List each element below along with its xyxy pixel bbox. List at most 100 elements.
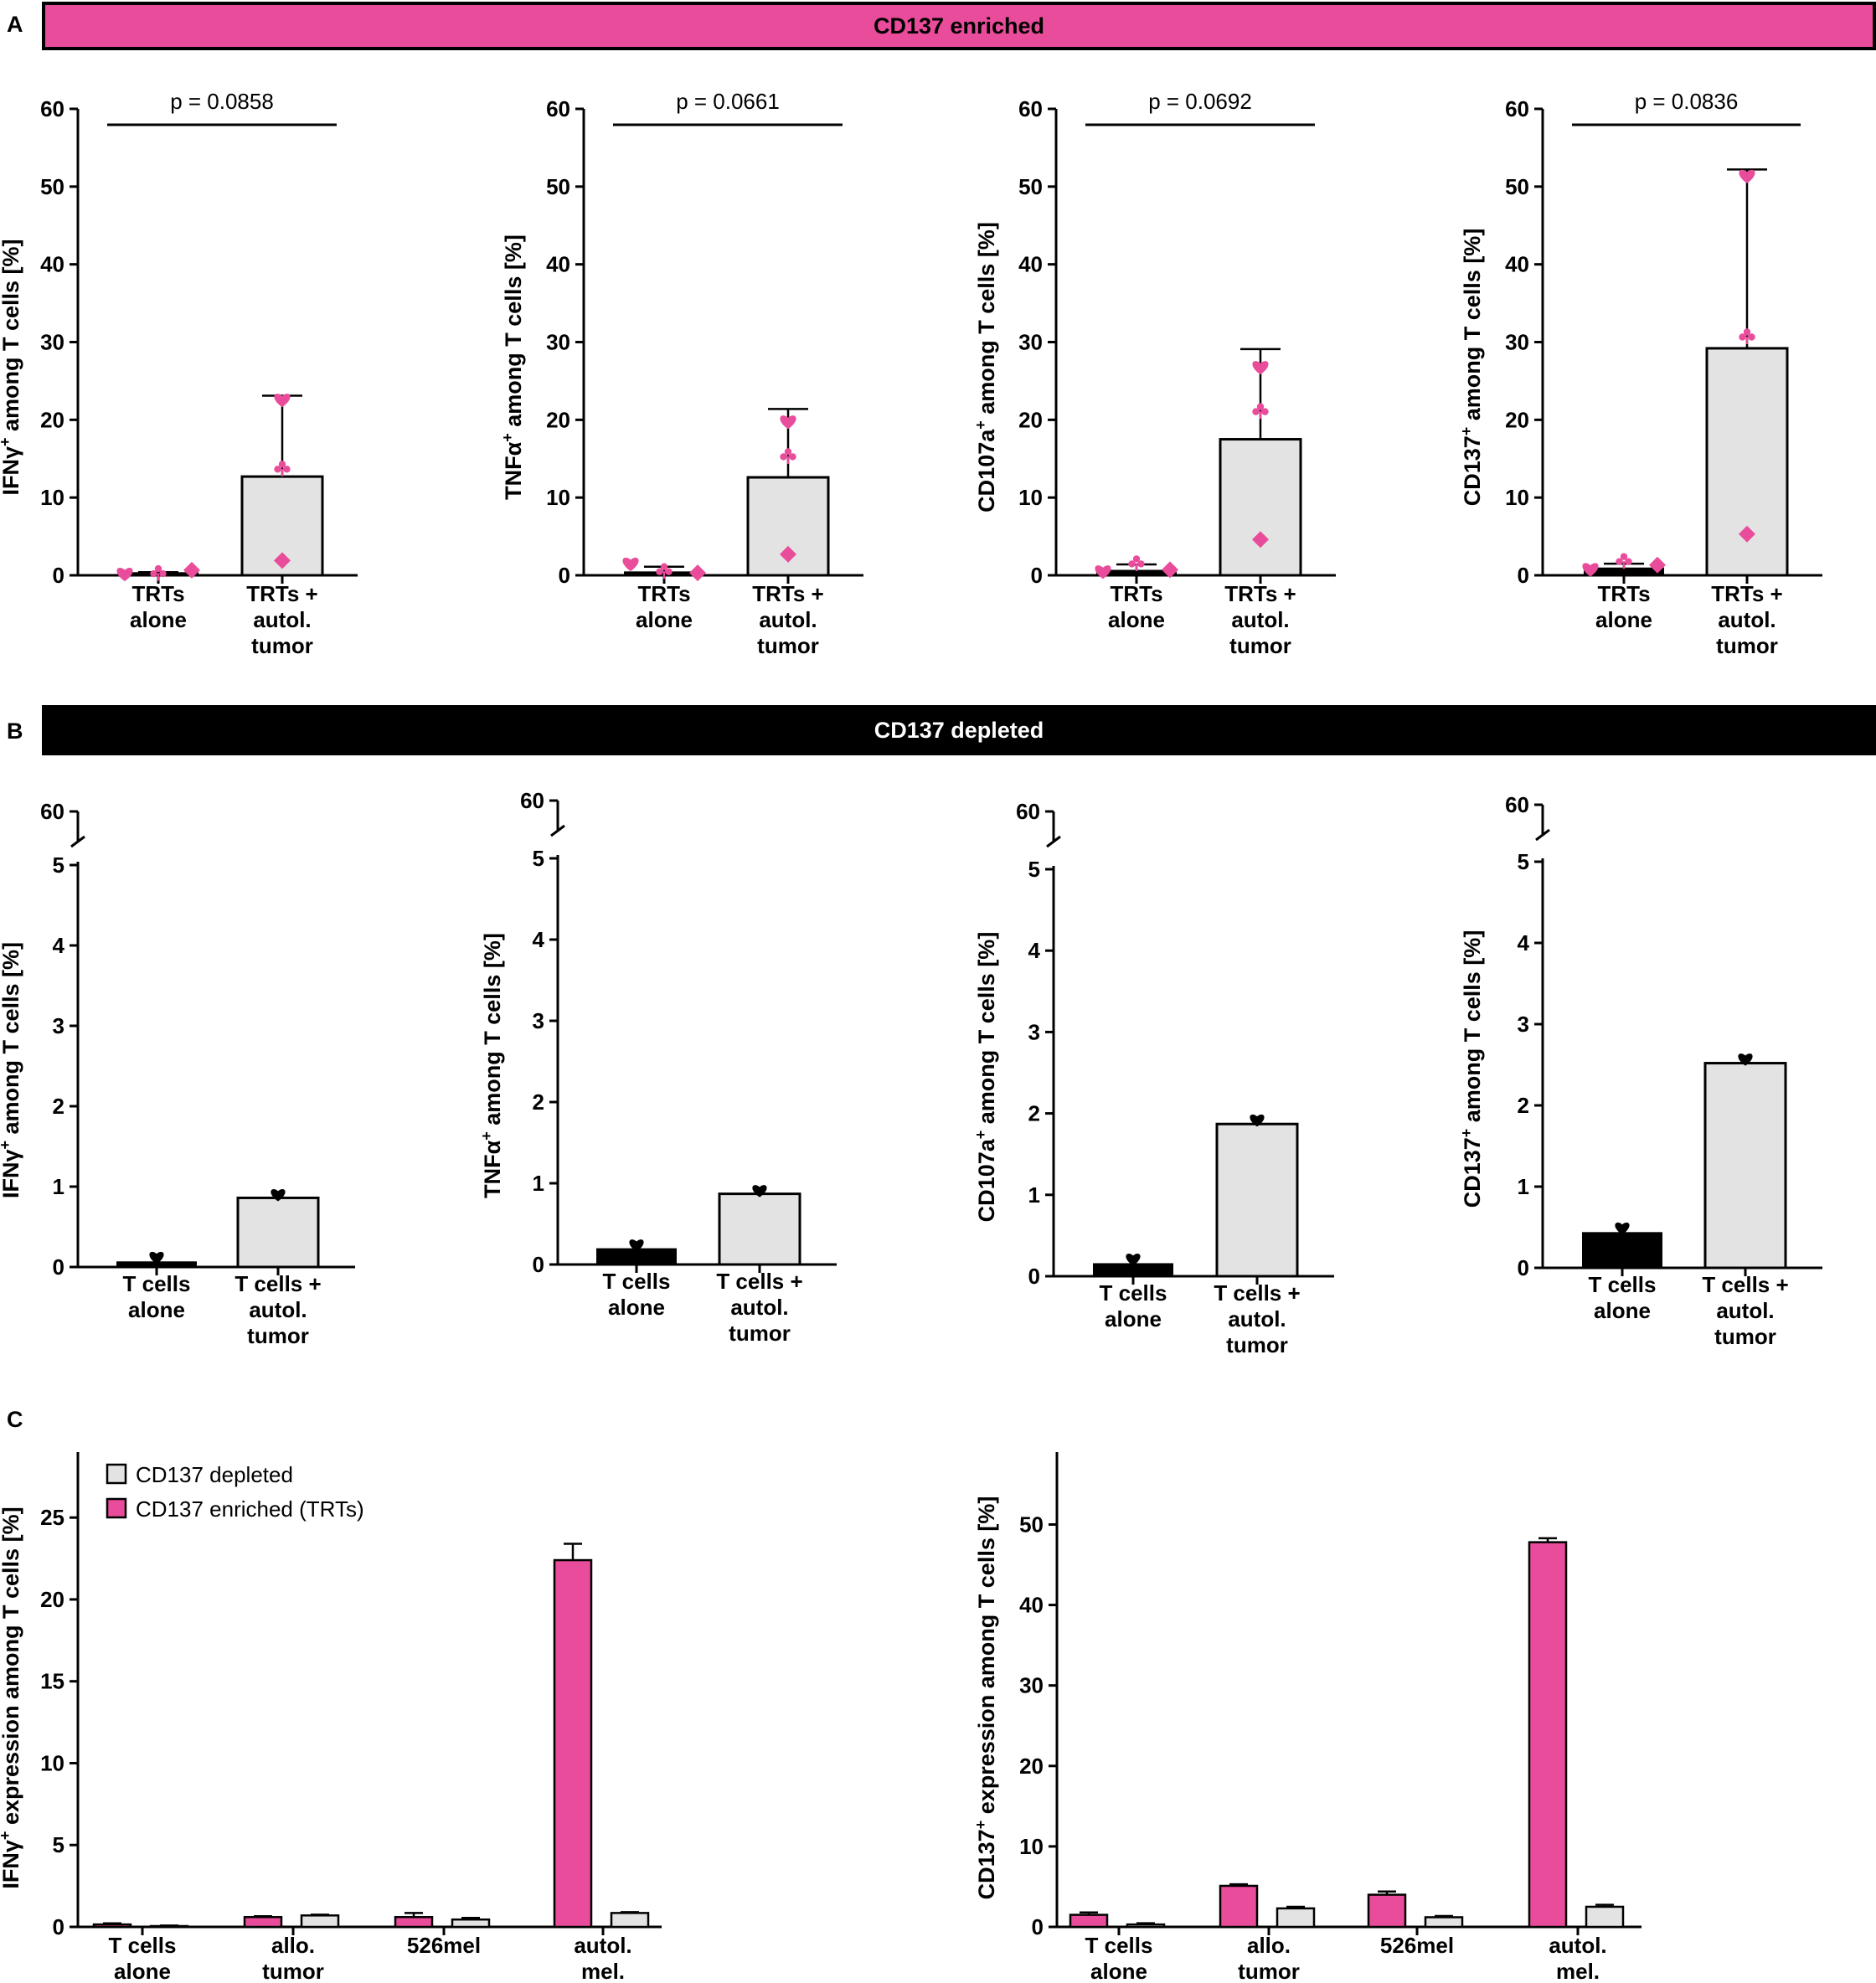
- chart-a1-point-a-0: [116, 567, 133, 582]
- chart-a2-point-a-1-lobe-left: [656, 568, 663, 575]
- chart-b2-xlabel-0: T cells alone: [603, 1269, 671, 1320]
- chart-b3-ytick-label-0: 0: [1028, 1264, 1040, 1289]
- chart-c1-ytick-label-5: 5: [53, 1832, 64, 1857]
- chart-a3-ytick-label-50: 50: [1018, 174, 1043, 199]
- chart-b4-axis-break: [1535, 828, 1550, 842]
- chart-b1-ytick-label-0: 0: [53, 1254, 64, 1280]
- chart-c1-bar-depleted-0: [149, 1924, 189, 1929]
- chart-b3-bar-1: [1215, 1122, 1299, 1278]
- chart-c1-bar-enriched-3: [553, 1558, 593, 1929]
- chart-a3-xlabel-1: TRTs + autol. tumor: [1224, 581, 1296, 658]
- chart-a1-ytick-label-20: 20: [40, 407, 64, 432]
- chart-c1-xlabel-3: autol. mel.: [574, 1933, 631, 1983]
- chart-b4-bar-1: [1703, 1062, 1787, 1270]
- chart-a3-point-b-1-stem: [1259, 411, 1262, 420]
- chart-a4-point-a-2: [1649, 556, 1666, 574]
- chart-b2-axis-break: [550, 824, 565, 837]
- chart-a4-point-b-1: [1739, 328, 1755, 345]
- chart-c2-bar-enriched-1: [1219, 1884, 1259, 1929]
- chart-c1-bar-depleted-2: [451, 1918, 491, 1929]
- chart-b1-ytick-label-4: 4: [53, 933, 65, 958]
- chart-b2-ytick-label-0: 0: [533, 1252, 544, 1277]
- chart-a2-point-a-1: [656, 563, 673, 579]
- chart-c1-ytick-label-25: 25: [40, 1505, 64, 1530]
- chart-b2-xlabel-1: T cells + autol. tumor: [716, 1269, 802, 1346]
- chart-b4-ytick-label-0: 0: [1518, 1255, 1529, 1280]
- chart-a2-ytick-label-30: 30: [546, 330, 570, 355]
- chart-a4-point-b-2: [1739, 525, 1755, 543]
- chart-a4-ytick-label-50: 50: [1505, 174, 1529, 199]
- legend-label-enriched: CD137 enriched (TRTs): [136, 1496, 364, 1522]
- chart-a3-pvalue: p = 0.0692: [1148, 89, 1252, 114]
- chart-a2-point-a-1-lobe-right: [665, 568, 673, 575]
- chart-a2-point-a-1-lobe-top: [660, 563, 668, 570]
- chart-c1-ytick-label-0: 0: [53, 1914, 64, 1939]
- chart-a4-ytick-label-20: 20: [1505, 407, 1529, 432]
- chart-a3-point-a-1-lobe-top: [1132, 555, 1141, 563]
- chart-a2-ytick-label-60: 60: [546, 96, 570, 121]
- chart-b2-ytick-label-3: 3: [533, 1008, 544, 1033]
- chart-a3-point-b-1-lobe-top: [1256, 403, 1265, 410]
- chart-c2-ytick-label-30: 30: [1019, 1673, 1044, 1698]
- chart-a2-pvalue: p = 0.0661: [676, 89, 780, 114]
- chart-a2-point-b-0: [780, 415, 796, 430]
- chart-c2-xlabel-0: T cells alone: [1085, 1933, 1153, 1983]
- chart-c2-xlabel-2: 526mel: [1380, 1933, 1454, 1958]
- chart-b3-ytick-label-4: 4: [1028, 938, 1041, 963]
- chart-a3-ytick-label-10: 10: [1018, 485, 1043, 510]
- chart-b3-bar-0: [1093, 1263, 1173, 1276]
- chart-a1-point-b-1-lobe-left: [274, 466, 281, 473]
- chart-b3-xlabel-1: T cells + autol. tumor: [1214, 1280, 1300, 1357]
- legend-swatch-depleted: [106, 1463, 127, 1485]
- chart-a2-point-a-0: [622, 557, 639, 572]
- chart-c2-ytick-label-10: 10: [1019, 1834, 1044, 1859]
- chart-a2-point-b-1-lobe-right: [789, 453, 796, 461]
- chart-b2-bar-0: [596, 1248, 677, 1264]
- chart-c1-ytick-label-20: 20: [40, 1587, 64, 1612]
- chart-a1-pvalue: p = 0.0858: [170, 89, 274, 114]
- chart-b2-ytick-label-4: 4: [533, 927, 545, 952]
- chart-a2-ytick-label-0: 0: [559, 563, 570, 588]
- chart-a2-xlabel-0: TRTs alone: [636, 581, 693, 632]
- chart-c2-ytick-label-40: 40: [1019, 1593, 1044, 1618]
- chart-c2-bar-enriched-0: [1069, 1913, 1109, 1929]
- chart-c2-bar-enriched-3: [1528, 1541, 1568, 1929]
- chart-a1-point-b-1: [274, 461, 291, 476]
- chart-a1-ylabel: IFNγ+ among T cells [%]: [0, 239, 23, 495]
- chart-a4-ytick-label-10: 10: [1505, 485, 1529, 510]
- chart-b3-ytick-label-1: 1: [1028, 1182, 1040, 1208]
- chart-b1-ytick-label-1: 1: [53, 1174, 64, 1199]
- chart-a3-ytick-label-60: 60: [1018, 96, 1043, 121]
- chart-b1-point-b: [271, 1189, 286, 1202]
- banner-cd137-depleted: CD137 depleted: [42, 705, 1876, 755]
- chart-b1-point-a: [149, 1251, 164, 1264]
- chart-b1-axis-break: [70, 835, 85, 848]
- chart-a3-point-a-1-lobe-right: [1137, 560, 1145, 568]
- chart-a1-point-a-1-lobe-top: [154, 564, 162, 573]
- chart-b1-xlabel-1: T cells + autol. tumor: [234, 1271, 321, 1348]
- chart-b2-bar-1: [718, 1192, 801, 1266]
- chart-b1-xlabel-0: T cells alone: [123, 1271, 191, 1322]
- chart-a1-point-a-1-stem: [157, 573, 160, 581]
- chart-a1-ytick-label-50: 50: [40, 174, 64, 199]
- chart-c1-bar-depleted-1: [300, 1914, 340, 1929]
- chart-a1-point-b-2: [274, 552, 291, 569]
- chart-b2-ytick-label-5: 5: [533, 846, 544, 871]
- chart-a2-ytick-label-40: 40: [546, 252, 570, 277]
- chart-b4-ylabel: CD137+ among T cells [%]: [1458, 930, 1485, 1208]
- chart-b4-ytick-label-2: 2: [1518, 1093, 1529, 1118]
- chart-a3-point-a-2: [1162, 561, 1178, 579]
- chart-a2-point-a-1-stem: [662, 571, 666, 579]
- chart-b1-ytick-label-2: 2: [53, 1094, 64, 1119]
- chart-a4-point-b-0: [1739, 169, 1755, 183]
- chart-a2-point-b-1-lobe-top: [784, 448, 792, 456]
- chart-c1-bar-enriched-2: [394, 1916, 434, 1929]
- chart-a2-point-b-1-stem: [786, 456, 790, 464]
- banner-cd137-enriched: CD137 enriched: [42, 2, 1876, 50]
- chart-a4-point-b-1-stem: [1745, 337, 1749, 345]
- chart-b2-point-b: [752, 1185, 767, 1198]
- chart-b1-ytick-label-60: 60: [40, 799, 64, 824]
- chart-a1-ytick-label-40: 40: [40, 252, 64, 277]
- chart-a4-point-a-1-lobe-top: [1620, 553, 1628, 560]
